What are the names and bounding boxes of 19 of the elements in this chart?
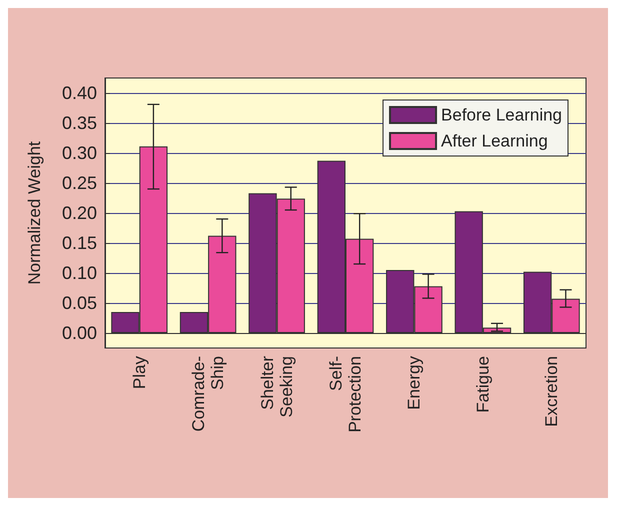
y-tick-label: 0.10 [62,263,97,283]
y-tick-label: 0.00 [62,323,97,343]
x-tick-label: Play [130,356,149,390]
legend-label: After Learning [441,132,548,150]
x-tick-label: Comrade- Ship [189,356,228,432]
y-axis-title: Normalized Weight [25,141,44,285]
x-tick-label: Excretion [542,356,562,427]
legend-label: Before Learning [441,106,562,124]
y-tick-label: 0.20 [62,203,97,223]
x-tick-label: Energy [404,356,424,410]
y-tick-label: 0.40 [62,83,97,103]
x-tick-label: Fatigue [473,356,492,413]
x-tick-label: Self- Protection [326,356,364,433]
y-tick-label: 0.05 [62,293,97,313]
y-tick-label: 0.15 [62,233,97,253]
x-tick-label: Shelter Seeking [258,356,296,418]
y-tick-label: 0.35 [62,113,97,133]
y-tick-label: 0.25 [62,173,97,193]
y-tick-label: 0.30 [62,143,97,163]
